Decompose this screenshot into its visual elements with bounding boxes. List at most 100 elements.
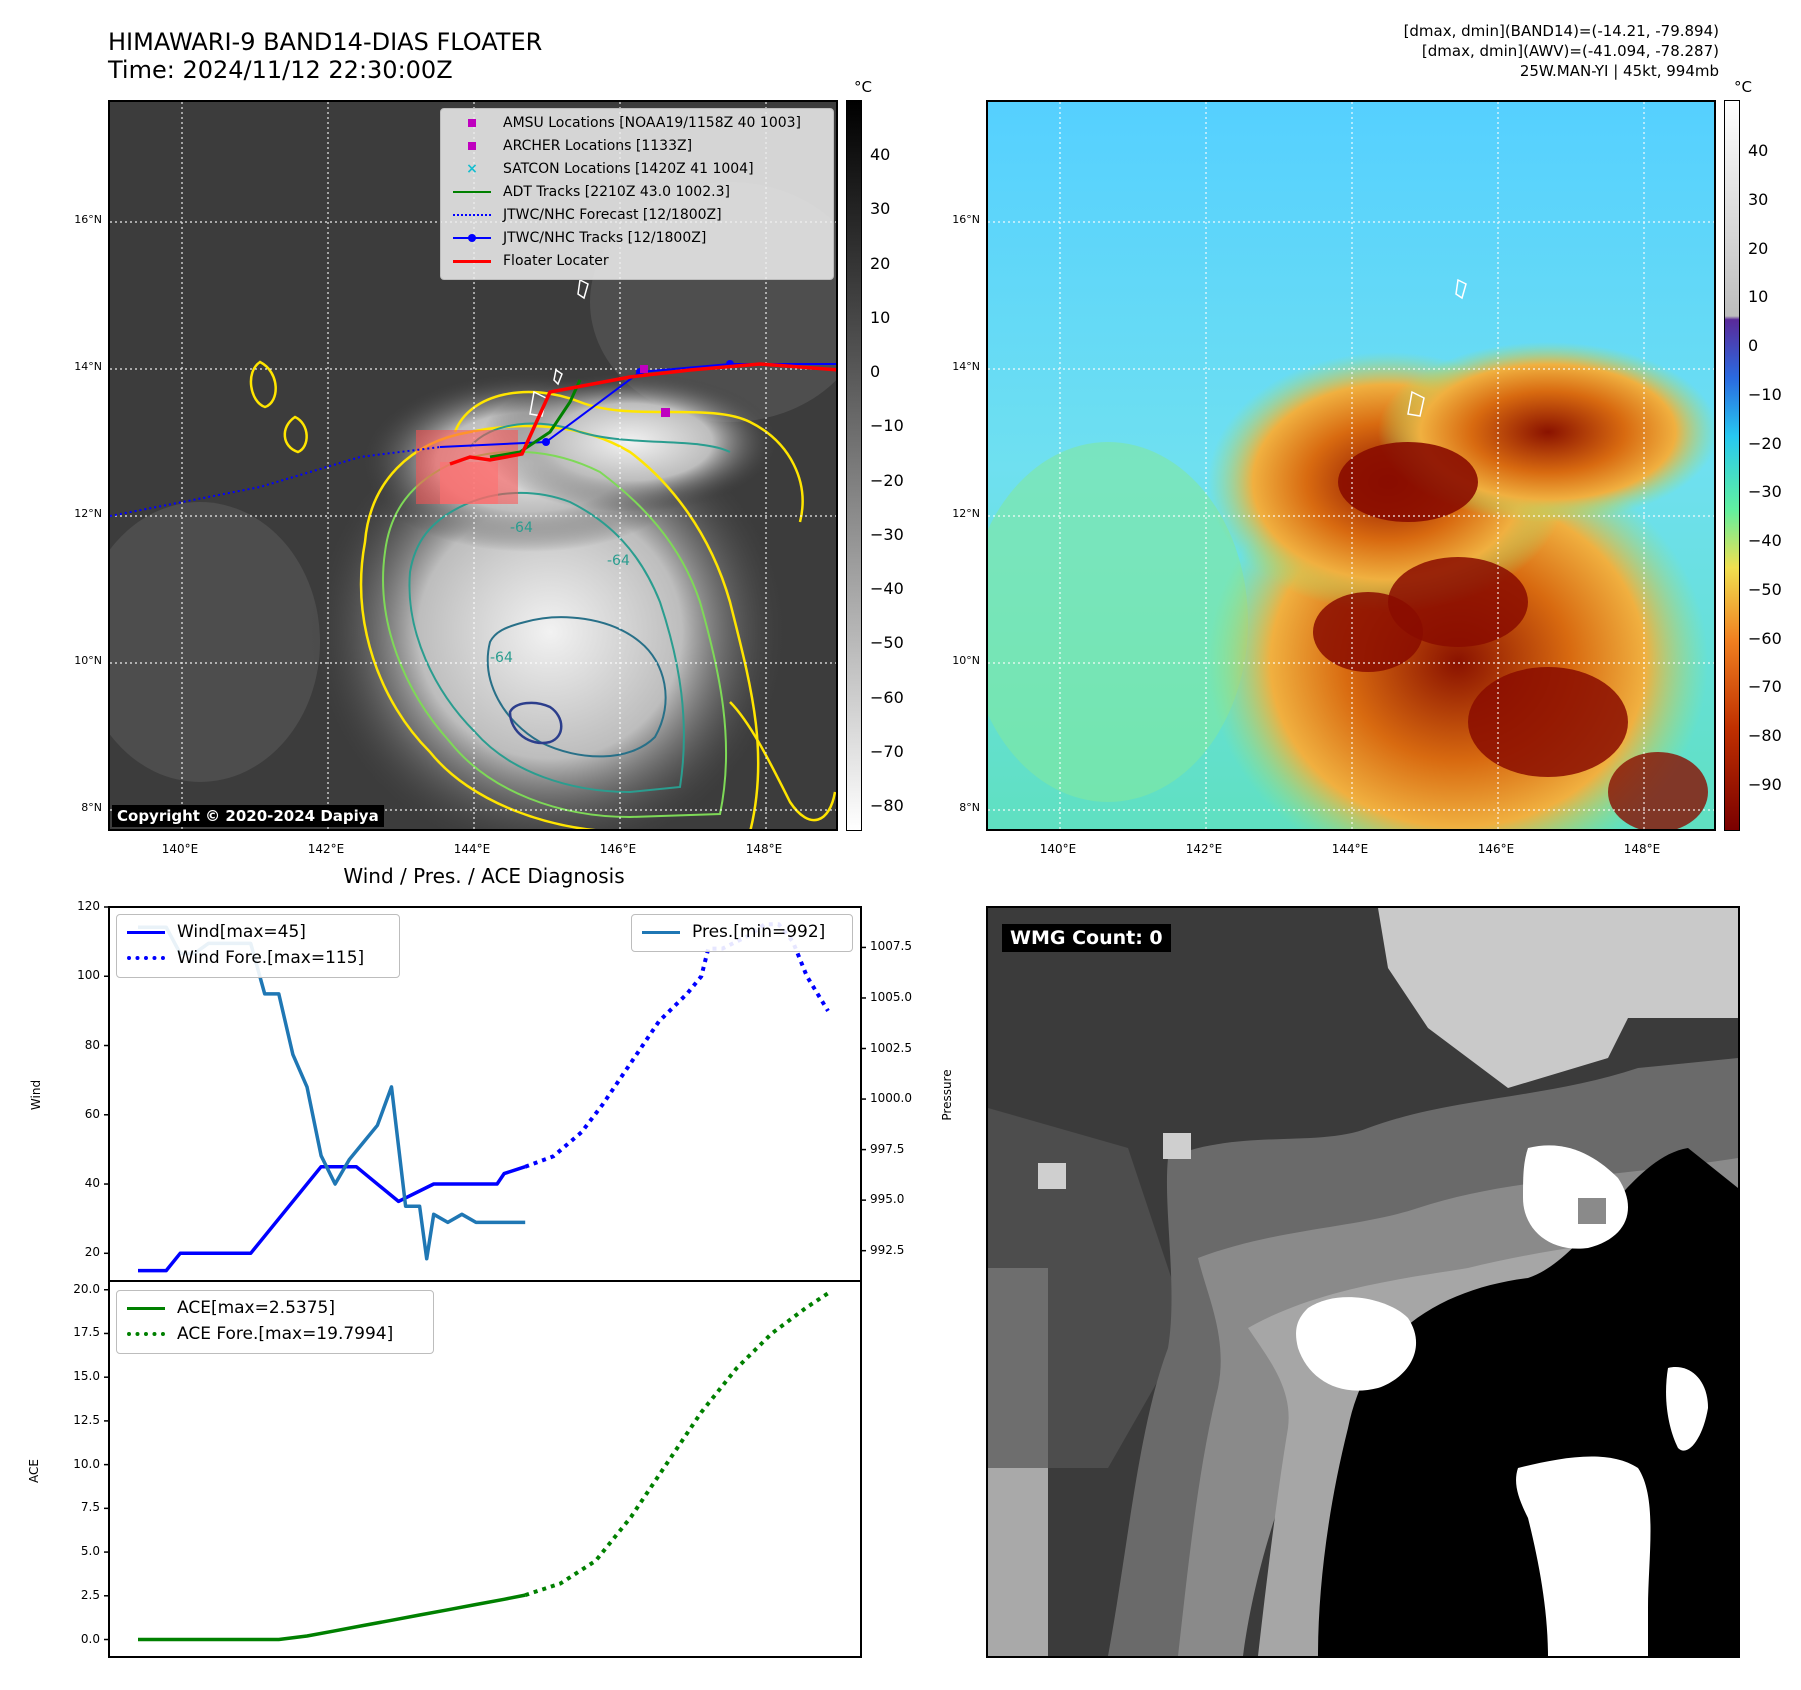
lon-label: 148°E [745, 842, 783, 856]
colorbar-tick: 20 [870, 253, 891, 273]
colorbar-tick: −50 [870, 633, 904, 653]
lat-label: 12°N [952, 507, 980, 520]
colorbar-tick: −30 [1748, 482, 1782, 502]
legend-archer: ARCHER Locations [1133Z] [449, 135, 692, 157]
colorbar-gray [846, 100, 862, 831]
colorbar-tick: −10 [870, 416, 904, 436]
contour-label: -64 [510, 520, 533, 536]
pressure-tick-label: 1007.5 [870, 939, 912, 954]
info-awv: [dmax, dmin](AWV)=(-41.094, -78.287) [1421, 42, 1719, 60]
pressure-axis-label: Pressure [940, 1069, 954, 1121]
series-line-wind [138, 1164, 526, 1273]
ace-tick-label: 12.5 [73, 1412, 100, 1427]
awv-map-panel [986, 100, 1716, 831]
series-line-wind-fore- [524, 922, 830, 1169]
colorbar-tick: −70 [1748, 677, 1782, 697]
lon-label: 144°E [1331, 842, 1369, 856]
ace-tick-label: 10.0 [73, 1456, 100, 1471]
legend-ace: ACE[max=2.5375] [123, 1297, 335, 1319]
wind-tick-label: 40 [84, 1176, 100, 1191]
ace-tick-label: 20.0 [73, 1281, 100, 1296]
contour-label: -64 [607, 553, 630, 569]
awv-map-image [988, 102, 1714, 829]
ace-tick-label: 17.5 [73, 1325, 100, 1340]
ace-tick-label: 5.0 [80, 1544, 100, 1559]
legend-amsu: AMSU Locations [NOAA19/1158Z 40 1003] [449, 112, 801, 134]
colorbar-tick: 0 [870, 362, 881, 381]
ace-tick-label: 7.5 [80, 1500, 100, 1515]
lon-label: 146°E [599, 842, 637, 856]
legend-forecast: JTWC/NHC Forecast [12/1800Z] [449, 204, 722, 226]
colorbar-tick: 40 [1748, 141, 1769, 160]
ace-legend: ACE[max=2.5375] ACE Fore.[max=19.7994] [116, 1290, 434, 1354]
colorbar-tick: 0 [1748, 336, 1759, 356]
info-band14: [dmax, dmin](BAND14)=(-14.21, -79.894) [1403, 22, 1719, 40]
lat-label: 16°N [952, 213, 980, 226]
lat-label: 10°N [952, 654, 980, 667]
lon-label: 148°E [1623, 842, 1661, 856]
colorbar-tick: −90 [1748, 775, 1782, 794]
pressure-tick-label: 1005.0 [870, 989, 912, 1004]
wind-legend: Wind[max=45] Wind Fore.[max=115] [116, 914, 400, 978]
colorbar-tick: −80 [1748, 726, 1782, 746]
pressure-tick-label: 992.5 [870, 1242, 905, 1257]
colorbar-tick: −50 [1748, 579, 1782, 599]
colorbar-tick: −10 [1748, 384, 1782, 404]
colorbar-tick: −20 [870, 470, 904, 490]
lon-label: 146°E [1477, 842, 1515, 856]
colorbar-unit: °C [854, 78, 872, 96]
colorbar-tick: 30 [1748, 189, 1769, 209]
wmg-panel: WMG Count: 0 [986, 906, 1740, 1658]
diagnosis-title: Wind / Pres. / ACE Diagnosis [343, 864, 625, 888]
legend-wind-forecast: Wind Fore.[max=115] [123, 947, 364, 969]
wind-tick-label: 120 [77, 899, 100, 913]
wind-tick-label: 80 [84, 1037, 100, 1052]
colorbar-tick: −20 [1748, 433, 1782, 453]
colorbar-tick: −80 [870, 796, 904, 815]
pressure-legend: Pres.[min=992] [631, 914, 853, 952]
wind-tick-label: 100 [77, 968, 100, 983]
wmg-image [988, 908, 1738, 1656]
colorbar-tick: −40 [870, 579, 904, 598]
series-line-ace-fore- [524, 1291, 830, 1597]
contour-label: -64 [490, 650, 513, 666]
map-legend: AMSU Locations [NOAA19/1158Z 40 1003] AR… [440, 108, 834, 280]
lon-label: 144°E [453, 842, 491, 856]
legend-floater: Floater Locater [449, 250, 609, 272]
legend-track: JTWC/NHC Tracks [12/1800Z] [449, 227, 706, 249]
series-line-ace [138, 1593, 526, 1642]
colorbar-tick: −70 [870, 741, 904, 761]
ir-map-panel: -64 -64 -64 AMSU Locations [NOAA19/1158Z… [108, 100, 838, 831]
lat-label: 8°N [959, 801, 980, 814]
wmg-count-badge: WMG Count: 0 [1002, 924, 1171, 952]
colorbar-tick: 20 [1748, 238, 1769, 258]
colorbar-tick: −60 [1748, 628, 1782, 648]
pressure-tick-label: 1000.0 [870, 1091, 912, 1106]
legend-adt: ADT Tracks [2210Z 43.0 1002.3] [449, 181, 730, 203]
pressure-tick-label: 995.0 [870, 1192, 905, 1207]
ace-tick-label: 0.0 [80, 1631, 100, 1646]
lon-label: 142°E [307, 842, 345, 856]
lon-label: 140°E [161, 842, 199, 856]
lon-label: 140°E [1039, 842, 1077, 856]
colorbar-tick: 10 [870, 307, 891, 327]
colorbar-tick: −60 [870, 687, 904, 707]
lat-label: 12°N [74, 507, 102, 520]
lat-label: 16°N [74, 213, 102, 226]
wind-tick-label: 20 [84, 1245, 100, 1260]
figure-time: Time: 2024/11/12 22:30:00Z [108, 56, 453, 84]
pressure-tick-label: 997.5 [870, 1141, 905, 1156]
colorbar-tick: 30 [870, 199, 891, 219]
colorbar-color [1724, 100, 1740, 831]
lat-label: 14°N [74, 360, 102, 373]
colorbar-tick: −30 [870, 524, 904, 544]
wind-tick-label: 60 [84, 1106, 100, 1121]
lon-label: 142°E [1185, 842, 1223, 856]
colorbar-tick: 10 [1748, 287, 1769, 307]
legend-pressure: Pres.[min=992] [638, 921, 825, 943]
colorbar-tick: −40 [1748, 531, 1782, 551]
ace-axis-label: ACE [27, 1459, 41, 1483]
copyright-badge: Copyright © 2020-2024 Dapiya [112, 805, 384, 827]
lat-label: 14°N [952, 360, 980, 373]
lat-label: 8°N [81, 801, 102, 814]
